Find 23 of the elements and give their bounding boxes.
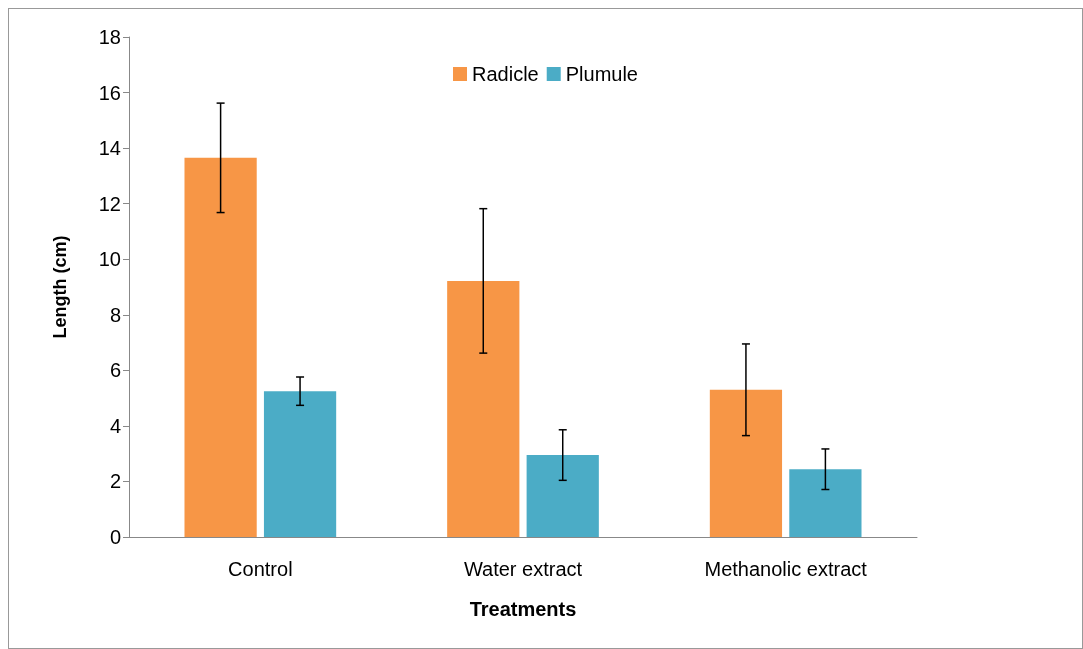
y-tick-label: 6 <box>109 359 121 382</box>
bar <box>447 280 520 537</box>
y-tick-label: 16 <box>98 81 121 104</box>
y-tick-label: 2 <box>109 470 121 493</box>
y-tick-label: 0 <box>109 526 121 548</box>
x-tick-label: Control <box>228 558 293 580</box>
y-tick-label: 4 <box>109 414 121 437</box>
bar <box>526 455 599 537</box>
x-axis-title: Treatments <box>469 598 577 620</box>
y-tick-label: 10 <box>98 248 121 271</box>
x-tick-label: Methanolic extract <box>704 558 868 580</box>
x-tick-label: Water extract <box>463 558 583 580</box>
y-tick-label: 8 <box>109 303 121 326</box>
legend-label: Radicle <box>472 63 539 85</box>
bar <box>263 391 337 537</box>
y-tick-label: 14 <box>98 137 121 160</box>
bar <box>789 469 862 537</box>
y-tick-label: 12 <box>98 192 121 215</box>
legend-label: Plumule <box>565 63 638 85</box>
bar <box>709 389 783 537</box>
y-tick-label: 18 <box>98 26 121 48</box>
bar <box>184 157 257 537</box>
y-axis-title: Length (cm) <box>50 235 70 339</box>
